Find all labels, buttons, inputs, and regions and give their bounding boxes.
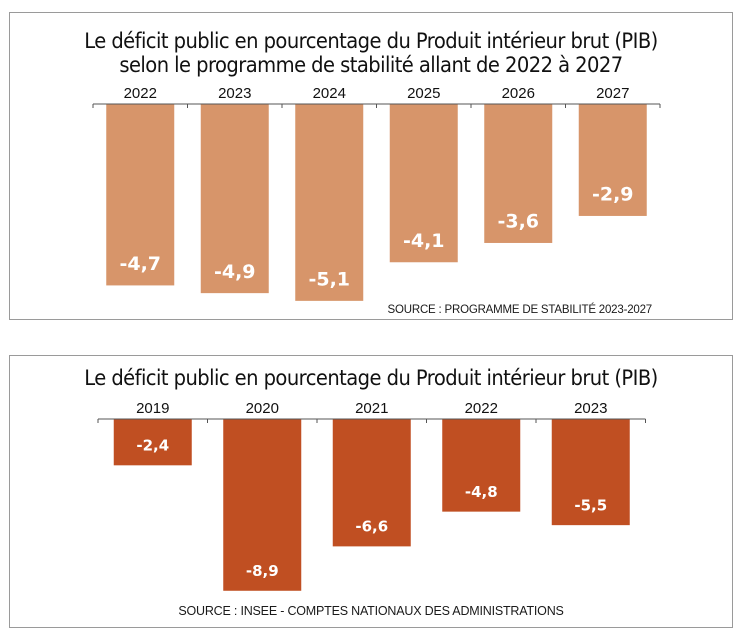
chart-title: Le déficit public en pourcentage du Prod… (35, 29, 706, 77)
bar-2025 (389, 104, 458, 263)
data-label-2025: -4,1 (403, 230, 445, 252)
data-label-2023: -5,5 (574, 496, 607, 514)
data-label-2019: -2,4 (136, 437, 169, 455)
bar-chart-historical: -2,4 2019 -8,9 2020 -6,6 2021 -4,8 2022 -5,5 2023 (97, 400, 646, 591)
chart-panel-insee: Le déficit public en pourcentage du Prod… (9, 355, 733, 628)
bar-2022 (442, 419, 521, 512)
chart-title-line-1: Le déficit public en pourcentage du Prod… (84, 366, 658, 390)
x-tick-label-2019: 2019 (136, 400, 169, 417)
data-label-2021: -6,6 (355, 518, 388, 536)
chart-source: SOURCE : INSEE - COMPTES NATIONAUX DES A… (178, 604, 564, 618)
x-tick-label-2023: 2023 (574, 400, 607, 417)
bar-chart-forecast: -4,7 2022 -4,9 2023 -5,1 2024 -4,1 2025 -3,6 2026… (92, 85, 661, 301)
x-tick-label-2021: 2021 (355, 400, 388, 417)
x-tick-label-2026: 2026 (502, 85, 535, 102)
bar-2023 (200, 104, 269, 294)
data-label-2026: -3,6 (497, 211, 539, 233)
data-label-2024: -5,1 (308, 269, 350, 291)
bar-2021 (332, 419, 411, 547)
data-label-2022: -4,8 (465, 483, 498, 501)
chart-title-line-2: selon le programme de stabilité allant d… (119, 53, 623, 77)
x-tick-label-2025: 2025 (407, 85, 440, 102)
chart-title: Le déficit public en pourcentage du Prod… (35, 366, 706, 390)
bar-2020 (223, 419, 302, 591)
data-label-2020: -8,9 (246, 562, 279, 580)
bar-2024 (295, 104, 364, 301)
x-tick-label-2022: 2022 (465, 400, 498, 417)
data-label-2023: -4,9 (214, 261, 256, 283)
chart-panel-stability-program: Le déficit public en pourcentage du Prod… (9, 12, 733, 320)
x-tick-label-2022: 2022 (124, 85, 157, 102)
data-label-2022: -4,7 (119, 253, 161, 275)
bar-2026 (484, 104, 553, 243)
x-tick-label-2024: 2024 (313, 85, 346, 102)
data-label-2027: -2,9 (592, 184, 634, 206)
bar-2022 (106, 104, 175, 286)
bar-2019 (113, 419, 192, 466)
bar-2023 (551, 419, 630, 526)
chart-source: SOURCE : PROGRAMME DE STABILITÉ 2023-202… (387, 304, 653, 316)
chart-title-line-1: Le déficit public en pourcentage du Prod… (84, 29, 658, 53)
x-tick-label-2020: 2020 (246, 400, 279, 417)
x-tick-label-2027: 2027 (596, 85, 629, 102)
bar-2027 (578, 104, 647, 216)
x-tick-label-2023: 2023 (218, 85, 251, 102)
